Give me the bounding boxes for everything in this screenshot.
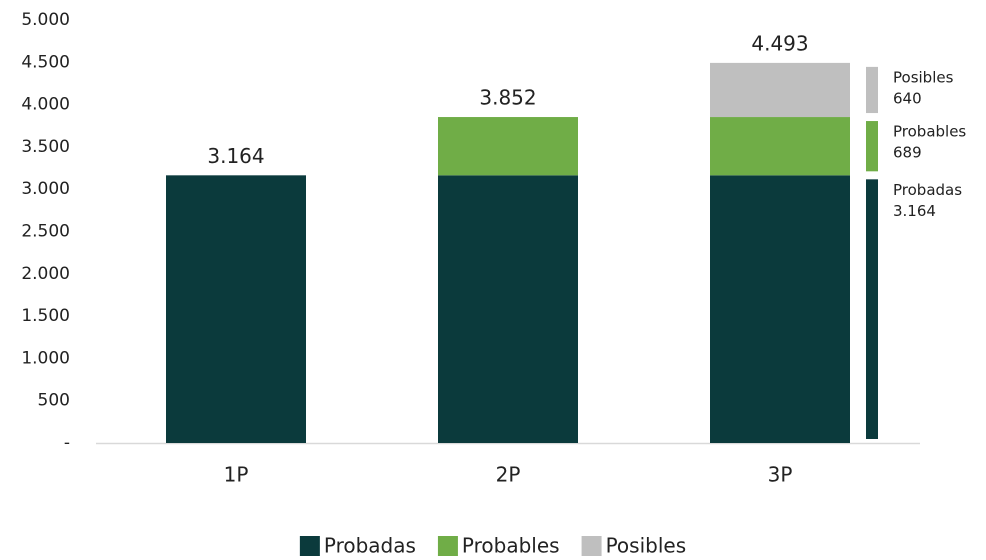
annotation-swatch: [866, 121, 878, 172]
total-label: 3.852: [479, 86, 536, 110]
bar-segment: [710, 62, 850, 118]
y-tick-label: 4.500: [21, 52, 70, 72]
legend-label: Probables: [462, 534, 560, 558]
y-tick-label: 1.000: [21, 348, 70, 368]
annotation-name: Posibles: [893, 68, 954, 86]
annotation-value: 3.164: [893, 202, 936, 220]
y-tick-label: 2.500: [21, 222, 70, 242]
bar-segment: [710, 117, 850, 176]
y-tick-label: 1.500: [21, 306, 70, 326]
legend-label: Posibles: [606, 534, 687, 558]
annotation-value: 689: [893, 144, 922, 162]
x-tick-label: 3P: [768, 463, 793, 487]
bar-segment: [438, 175, 578, 443]
annotation-name: Probables: [893, 123, 966, 141]
y-tick-label: 4.000: [21, 95, 70, 115]
annotation-swatch: [866, 179, 878, 439]
y-tick-label: 500: [38, 391, 70, 411]
bar-segment: [710, 175, 850, 443]
legend-swatch: [299, 536, 320, 556]
y-tick-label: 3.000: [21, 179, 70, 199]
legend-swatch: [581, 536, 602, 556]
total-label: 3.164: [207, 144, 264, 168]
x-tick-label: 1P: [224, 463, 249, 487]
bar-segment: [166, 175, 306, 443]
y-tick-label: 5.000: [21, 10, 70, 30]
total-label: 4.493: [751, 31, 808, 55]
y-tick-label: 2.000: [21, 264, 70, 284]
annotation-name: Probadas: [893, 181, 962, 199]
x-tick-label: 2P: [496, 463, 521, 487]
annotation-swatch: [866, 66, 878, 114]
annotation-value: 640: [893, 89, 922, 107]
y-tick-label: 3.500: [21, 137, 70, 157]
bar-segment: [438, 117, 578, 176]
y-tick-label: -: [64, 433, 70, 453]
legend-swatch: [437, 536, 458, 556]
legend-label: Probadas: [324, 534, 416, 558]
